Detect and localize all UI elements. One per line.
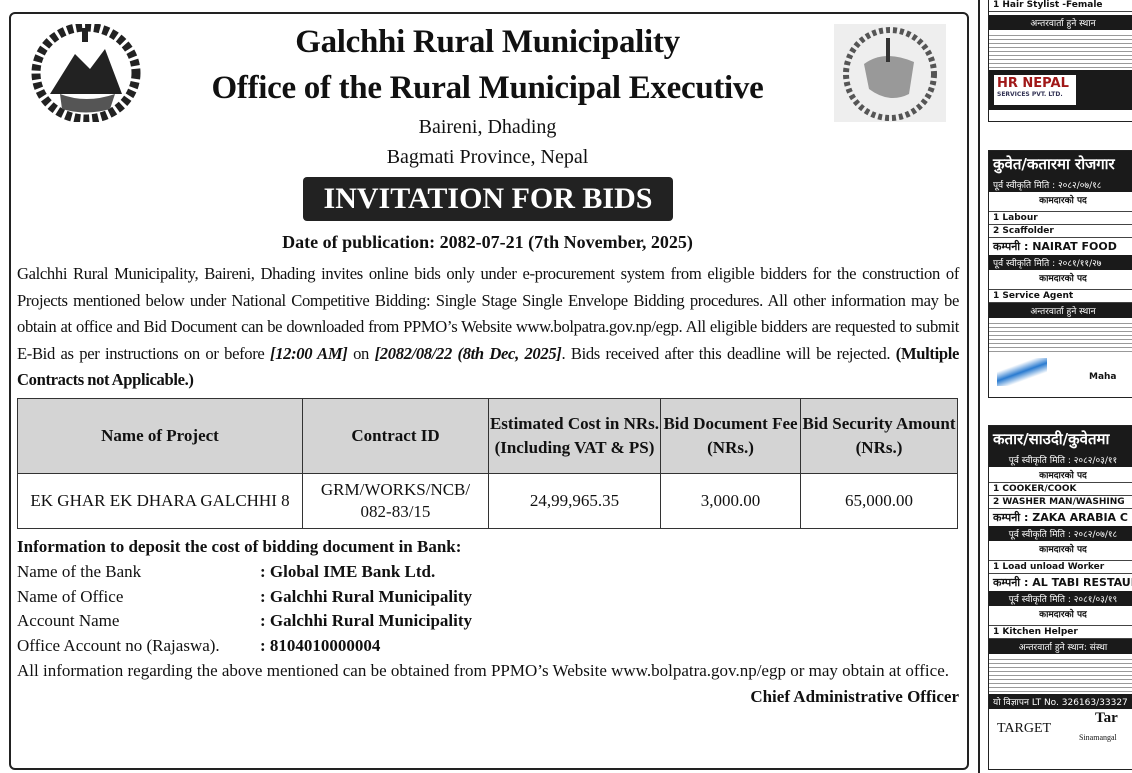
ad-brand: Tar <box>1095 710 1118 726</box>
ad-company: कम्पनी : AL TABI RESTAUR <box>993 576 1132 589</box>
ad-title: कुवेत/कतारमा रोजगार <box>989 151 1132 177</box>
ad-date: पूर्व स्वीकृति मिति : २०८२/०७/१८ <box>989 526 1132 541</box>
invitation-banner: INVITATION FOR BIDS <box>303 177 673 221</box>
publication-date: Date of publication: 2082-07-21 (7th Nov… <box>282 232 693 252</box>
ad-row: 1 Kitchen Helper <box>989 626 1132 639</box>
nepal-emblem-logo <box>31 24 141 122</box>
bank-value: : Global IME Bank Ltd. <box>260 561 436 581</box>
ad-company: कम्पनी : ZAKA ARABIA C <box>993 511 1128 524</box>
bid-fee: 3,000.00 <box>660 472 801 529</box>
address-line-1: Baireni, Dhading <box>418 116 557 138</box>
ad-col-header: कामदारको पद <box>989 606 1132 626</box>
ad-company: कम्पनी : NAIRAT FOOD <box>993 240 1117 253</box>
bank-value: : 8104010000004 <box>260 636 381 656</box>
municipality-logo <box>834 24 946 122</box>
bank-row: Name of Office : Galchhi Rural Municipali… <box>17 585 959 610</box>
deadline-date: [2082/08/22 (8th Dec, 2025] <box>374 343 562 363</box>
ad-row: 1 COOKER/COOK <box>989 483 1132 496</box>
hr-nepal-brand: HR NEPAL <box>997 76 1069 91</box>
ad-col-header: कामदारको पद <box>989 192 1132 212</box>
hr-nepal-subtitle: SERVICES PVT. LTD. <box>997 91 1063 98</box>
ad-date: पूर्व स्वीकृति मिति : २०८२/०७/१८ <box>989 177 1132 192</box>
ad-row: 2 Scaffolder <box>989 225 1132 238</box>
bank-info: Information to deposit the cost of biddi… <box>17 535 959 684</box>
bank-value: : Galchhi Rural Municipality <box>260 586 473 606</box>
header-estimated-cost: Estimated Cost in NRs. (Including VAT & … <box>488 397 661 474</box>
bank-info-heading: Information to deposit the cost of biddi… <box>17 536 462 556</box>
ad-row: 1 Service Agent <box>989 290 1132 303</box>
ad-hr-nepal: 1 Hair Stylist -Female अन्तरवार्ता हुने … <box>988 0 1132 122</box>
info-footer: All information regarding the above ment… <box>17 660 949 680</box>
project-name: EK GHAR EK DHARA GALCHHI 8 <box>17 472 303 529</box>
paragraph-text: . Bids received after this deadline will… <box>561 343 896 363</box>
ad-fineprint <box>989 320 1132 354</box>
bank-label: Office Account no (Rajaswa). <box>17 636 220 656</box>
ad-col-header: कामदारको पद <box>989 467 1132 483</box>
ad-title: कतार/साउदी/कुवेतमा <box>989 426 1132 452</box>
ad-footer: HR NEPAL SERVICES PVT. LTD. <box>989 70 1132 110</box>
bid-security: 65,000.00 <box>800 472 958 529</box>
bank-row: Office Account no (Rajaswa). : 8104010000… <box>17 634 959 659</box>
bank-row: Name of the Bank : Global IME Bank Ltd. <box>17 560 959 585</box>
ad-bar: अन्तरवार्ता हुने स्थान <box>989 15 1132 30</box>
bank-row: Account Name : Galchhi Rural Municipality <box>17 609 959 634</box>
projects-table: Name of Project Contract ID Estimated Co… <box>17 397 958 529</box>
ad-fineprint <box>989 32 1132 68</box>
target-logo: TARGET <box>997 721 1052 736</box>
table-header-row: Name of Project Contract ID Estimated Co… <box>17 397 958 474</box>
notice-box <box>9 12 969 770</box>
bank-value: : Galchhi Rural Municipality <box>260 611 473 631</box>
ad-row: 2 WASHER MAN/WASHING <box>989 496 1132 509</box>
ad-kuwait-qatar: कुवेत/कतारमा रोजगार पूर्व स्वीकृति मिति … <box>988 150 1132 398</box>
ad-place: Sinamangal <box>1079 733 1117 742</box>
header-bid-security: Bid Security Amount (NRs.) <box>800 397 958 474</box>
ad-date: पूर्व स्वीकृति मिति : २०८१/०३/१९ <box>989 591 1132 606</box>
header-contract-id: Contract ID <box>302 397 489 474</box>
ad-fineprint <box>989 656 1132 692</box>
office-name: Office of the Rural Municipal Executive <box>211 70 764 106</box>
ad-lt-number: यो विज्ञापन LT No. 326163/33327 <box>989 694 1132 709</box>
bank-label: Name of Office <box>17 586 124 606</box>
ad-bar: अन्तरवार्ता हुने स्थान: संस्था <box>989 639 1132 654</box>
signature: Chief Administrative Officer <box>750 686 959 706</box>
header-project: Name of Project <box>17 397 303 474</box>
ad-bar: अन्तरवार्ता हुने स्थान <box>989 303 1132 318</box>
paragraph-text: Galchhi Rural Municipality, Baireni, Dha… <box>17 264 959 363</box>
table-row: EK GHAR EK DHARA GALCHHI 8 GRM/WORKS/NCB… <box>17 472 958 529</box>
ad-col-header: कामदारको पद <box>989 270 1132 290</box>
bank-label: Name of the Bank <box>17 561 142 581</box>
ad-row: 1 Hair Stylist -Female <box>989 0 1132 12</box>
multiple-contracts-note: (Multiple Contracts not Applicable.) <box>17 343 959 390</box>
ad-brand: Maha <box>1089 372 1117 382</box>
contract-id: GRM/WORKS/NCB/ 082-83/15 <box>302 472 489 529</box>
ad-row: 1 Load unload Worker <box>989 561 1132 574</box>
ad-col-header: कामदारको पद <box>989 541 1132 561</box>
estimated-cost: 24,99,965.35 <box>488 472 661 529</box>
ad-footer: Maha <box>989 356 1132 390</box>
hr-nepal-logo: HR NEPAL SERVICES PVT. LTD. <box>994 75 1076 105</box>
ad-qatar-saudi: कतार/साउदी/कुवेतमा पूर्व स्वीकृति मिति :… <box>988 425 1132 770</box>
header-bid-fee: Bid Document Fee (NRs.) <box>660 397 801 474</box>
bank-label: Account Name <box>17 611 120 631</box>
ad-footer: TARGET Tar Sinamangal <box>989 709 1132 749</box>
ad-row: 1 Labour <box>989 212 1132 225</box>
ad-logo <box>997 358 1047 386</box>
municipality-name: Galchhi Rural Municipality <box>295 24 680 60</box>
ad-date: पूर्व स्वीकृति मिति : २०८२/०३/११ <box>989 452 1132 467</box>
address-line-2: Bagmati Province, Nepal <box>386 146 589 168</box>
bid-invitation-paragraph: Galchhi Rural Municipality, Baireni, Dha… <box>17 261 959 394</box>
ad-date: पूर्व स्वीकृति मिति : २०८१/११/२७ <box>989 255 1132 270</box>
column-divider <box>978 0 980 773</box>
paragraph-text: on <box>347 343 375 363</box>
deadline-time: [12:00 AM] <box>270 343 348 363</box>
notice-body: Galchhi Rural Municipality, Baireni, Dha… <box>17 261 959 709</box>
